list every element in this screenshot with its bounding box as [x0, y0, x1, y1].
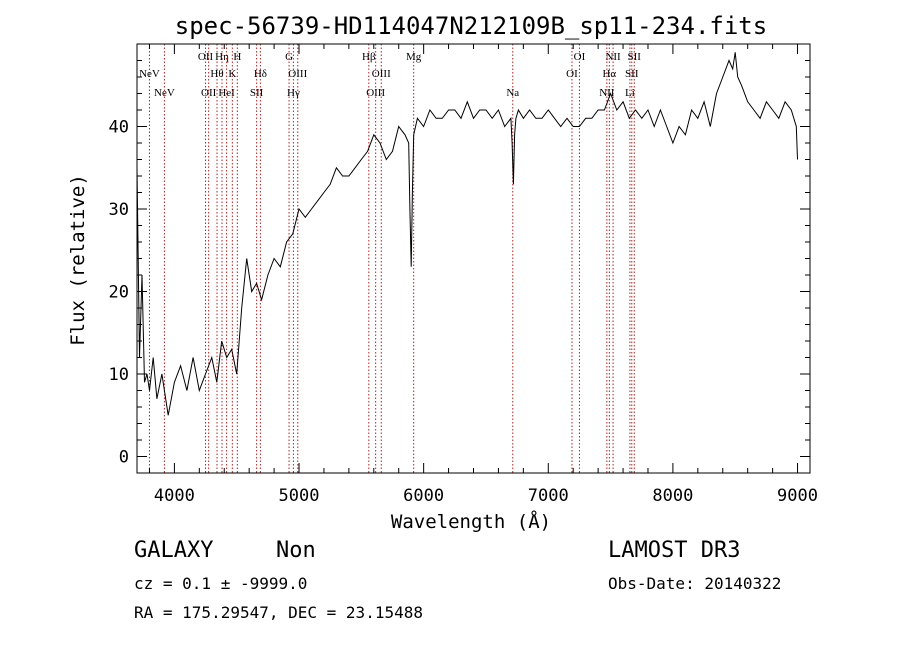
line-label-16: OIII: [372, 68, 391, 80]
line-label-12: Hγ: [287, 87, 300, 99]
line-label-10: Hδ: [254, 68, 267, 80]
x-tick-label-4: 8000: [652, 486, 693, 506]
line-label-8: H: [233, 51, 241, 63]
line-label-18: Na: [506, 87, 519, 99]
y-tick-label-1: 10: [109, 365, 129, 385]
y-tick-label-4: 40: [109, 118, 129, 138]
line-label-24: Li: [625, 87, 635, 99]
line-label-15: OIII: [366, 87, 385, 99]
spectral-line-markers: [148, 44, 635, 473]
x-axis-ticks: 4000 5000 6000 7000 8000 9000: [148, 44, 818, 506]
line-label-9: SII: [250, 87, 264, 99]
x-tick-label-5: 9000: [777, 486, 818, 506]
line-label-0: NeV: [139, 68, 160, 80]
y-axis-label: Flux (relative): [67, 174, 89, 346]
plot-frame: [136, 43, 811, 474]
line-label-5: Hη: [215, 51, 229, 63]
line-label-7: K: [228, 68, 236, 80]
x-axis-label: Wavelength (Å): [391, 510, 551, 533]
line-label-14: Hβ: [362, 51, 376, 63]
line-label-21: NII: [599, 87, 615, 99]
y-axis-ticks: 0 10 20 30 40: [109, 60, 810, 468]
line-label-23: NII: [605, 51, 621, 63]
line-label-1: NeV: [154, 87, 175, 99]
y-tick-label-2: 20: [109, 283, 129, 303]
line-label-17: Mg: [406, 51, 422, 63]
classification-label: GALAXY: [134, 538, 214, 563]
spectral-line-labels: NeV NeV OII OII Hθ Hη HeI KH SII Hδ G Hγ OIII Hβ OIII O…: [139, 51, 641, 99]
line-label-20: OI: [574, 51, 586, 63]
line-label-25: SII: [625, 68, 639, 80]
line-label-4: Hθ: [210, 68, 223, 80]
line-label-13: OIII: [288, 68, 307, 80]
line-label-19: OI: [566, 68, 578, 80]
line-label-11: G: [285, 51, 293, 63]
x-tick-label-1: 5000: [279, 486, 320, 506]
subclass-label: Non: [276, 538, 316, 563]
chart-title: spec-56739-HD114047N212109B_sp11-234.fit…: [175, 12, 767, 40]
line-label-26: SII: [628, 51, 642, 63]
x-tick-label-2: 6000: [403, 486, 444, 506]
obs-date-readout: Obs-Date: 20140322: [608, 574, 782, 593]
spectrum-line: [136, 52, 798, 416]
y-tick-label-0: 0: [119, 448, 129, 468]
x-tick-label-3: 7000: [528, 486, 569, 506]
x-tick-label-0: 4000: [154, 486, 195, 506]
line-label-22: Hα: [602, 68, 616, 80]
line-label-2: OII: [198, 51, 214, 63]
y-tick-label-3: 30: [109, 200, 129, 220]
line-label-3: OII: [201, 87, 217, 99]
redshift-readout: cz = 0.1 ± -9999.0: [134, 574, 308, 593]
line-label-6: HeI: [218, 87, 235, 99]
coordinates-readout: RA = 175.29547, DEC = 23.15488: [134, 603, 423, 622]
survey-label: LAMOST DR3: [608, 538, 741, 563]
